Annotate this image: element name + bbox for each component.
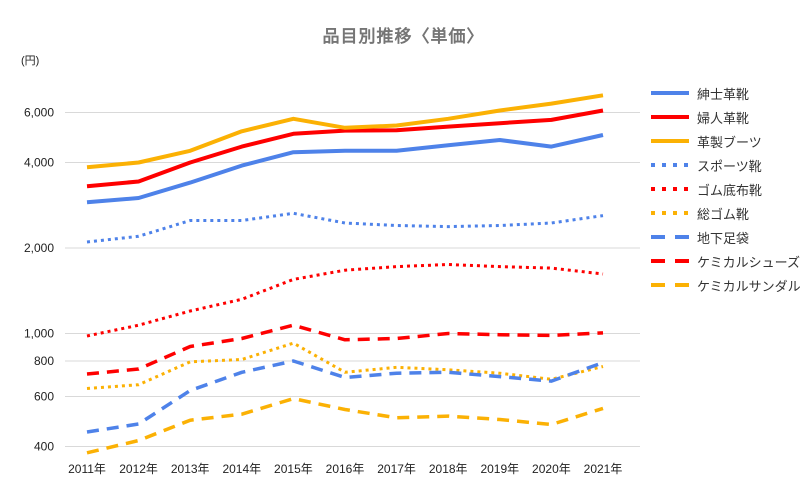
x-tick-label: 2011年 [68,462,106,476]
x-tick-label: 2016年 [326,462,365,476]
x-tick-label: 2017年 [377,462,416,476]
x-tick-label: 2020年 [532,462,571,476]
chart-title: 品目別推移〈単価〉 [322,27,485,46]
legend-line-swatch [651,139,689,143]
x-tick-label: 2021年 [584,462,623,476]
x-tick-label: 2012年 [119,462,158,476]
series-line-2 [86,108,604,189]
legend-line-swatch [651,187,689,191]
chart-legend: 紳士革靴婦人革靴革製ブーツスポーツ靴ゴム底布靴総ゴム靴地下足袋ケミカルシューズケ… [651,85,801,301]
legend-line-swatch [651,283,689,287]
legend-line-swatch [651,211,689,215]
series-line-3 [86,93,604,170]
legend-line-swatch [651,91,689,95]
legend-label: スポーツ靴 [697,158,762,174]
legend-item: ケミカルサンダル [651,277,801,294]
series-line-1 [86,133,604,205]
x-tick-label: 2014年 [222,462,261,476]
x-tick-label: 2013年 [171,462,210,476]
legend-item: 革製ブーツ [651,133,801,150]
x-tick-label: 2018年 [429,462,468,476]
legend-line-swatch [651,115,689,119]
legend-label: 革製ブーツ [697,134,762,150]
series-line-5 [86,263,604,338]
y-tick-label: 600 [34,390,54,404]
x-tick-label: 2015年 [274,462,313,476]
series-line-8 [86,323,604,376]
y-tick-label: 800 [34,354,54,368]
legend-label: 総ゴム靴 [697,206,750,222]
series-line-9 [86,396,604,455]
y-tick-label: 4,000 [24,156,54,170]
y-tick-label: 2,000 [24,241,54,255]
legend-item: スポーツ靴 [651,157,801,174]
legend-label: ケミカルシューズ [697,254,800,270]
y-axis-unit-label: (円) [21,55,40,67]
legend-label: ゴム底布靴 [697,182,763,198]
legend-item: ゴム底布靴 [651,181,801,198]
legend-line-swatch [651,235,689,239]
legend-item: ケミカルシューズ [651,253,801,270]
legend-label: 紳士革靴 [697,86,750,102]
legend-label: ケミカルサンダル [697,278,801,294]
x-tick-label: 2019年 [480,462,519,476]
y-tick-label: 400 [34,440,54,454]
legend-item: 総ゴム靴 [651,205,801,222]
series-line-6 [86,341,604,390]
y-tick-label: 6,000 [24,106,54,120]
legend-item: 紳士革靴 [651,85,801,102]
legend-label: 地下足袋 [697,230,750,246]
legend-item: 地下足袋 [651,229,801,246]
legend-line-swatch [651,163,689,167]
series-line-7 [86,359,604,434]
legend-line-swatch [651,259,689,263]
series-line-4 [86,211,604,244]
legend-label: 婦人革靴 [697,110,750,126]
legend-item: 婦人革靴 [651,109,801,126]
y-tick-label: 1,000 [24,327,54,341]
